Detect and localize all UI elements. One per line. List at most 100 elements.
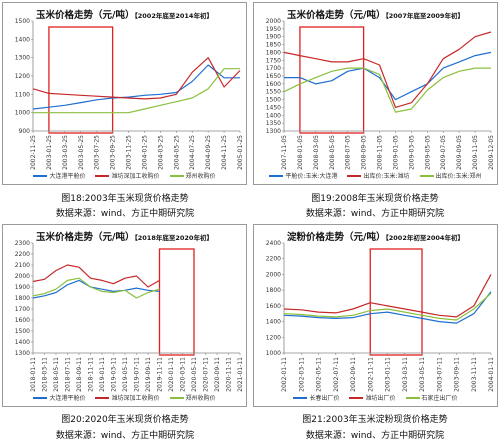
x-tick-label: 2003-11-11 [471,357,478,392]
y-tick-label: 1400 [15,339,30,346]
y-tick-label: 2000 [15,273,30,280]
chart-subtitle: 【2002年底至2014年初】 [134,12,213,20]
x-tick-label: 2009-03-05 [408,135,415,170]
y-tick-label: 2000 [266,271,281,278]
series-line [32,279,160,299]
x-tick-label: 2003-09-25 [110,135,117,170]
y-tick-label: 2300 [15,240,30,247]
figure-source: 数据来源：wind、方正中期研究院 [55,209,195,219]
figure-source: 数据来源：wind、方正中期研究院 [305,431,445,441]
series-line [32,64,240,110]
x-tick-label: 2004-01-11 [488,357,495,392]
y-tick-label: 2000 [266,18,281,25]
legend-item: 潍坊深加工收购价 [95,393,160,402]
y-tick-label: 1300 [266,128,281,135]
figure-caption: 图19:2008年玉米现货价格走势 [311,194,439,204]
x-tick-label: 2020-01-11 [168,357,175,392]
figure-caption: 图21:2003年玉米淀粉现货价格走势 [302,415,448,425]
series-line [283,274,492,318]
chart-title: 玉米价格走势（元/吨）【2007年底至2009年初】 [287,10,464,21]
y-tick-label: 2100 [15,262,30,269]
y-tick-label: 1950 [266,26,281,33]
x-tick-label: 2004-01-25 [141,135,148,170]
chart-panel-3: 玉米价格走势（元/吨）【2018年底至2020年初】 1300 1400 1500 1… [2,224,247,407]
chart-subtitle: 【2007年底至2009年初】 [385,12,464,20]
figure-source: 数据来源：wind、方正中期研究院 [55,431,195,441]
y-tick-label: 1400 [266,319,281,326]
x-tick-label: 2019-03-11 [111,357,118,392]
x-tick-label: 2002-11-11 [367,357,374,392]
y-tick-label: 1450 [266,104,281,111]
x-tick-label: 2002-05-11 [316,357,323,392]
highlight-box [369,248,423,356]
y-tick-label: 1800 [15,295,30,302]
chart-title: 玉米价格走势（元/吨）【2018年底至2020年初】 [36,232,213,243]
y-tick-label: 1400 [15,36,30,43]
series-line [283,291,492,324]
x-tick-label: 2020-03-11 [180,357,187,392]
y-tick-label: 1750 [266,57,281,64]
y-tick-label: 1300 [15,350,30,357]
chart-legend: 大连港平舱价 潍坊深加工收购价 郑州收购价 [3,393,246,402]
series-line [32,57,241,100]
chart-panel-2: 玉米价格走势（元/吨）【2007年底至2009年初】 1300 1350 1400 1… [253,2,498,185]
series-line [33,68,240,114]
x-tick-label: 2003-05-11 [419,357,426,392]
x-tick-label: 2009-09-05 [456,135,463,170]
highlight-box [158,248,195,356]
x-tick-label: 2003-01-11 [385,357,392,392]
y-tick-label: 1500 [15,328,30,335]
y-tick-label: 900 [19,128,31,135]
series-line [284,51,492,101]
legend-item: 潍坊出厂价 [349,393,396,402]
y-tick-label: 1200 [266,334,281,341]
x-tick-label: 2021-01-11 [237,357,244,392]
chart-3-plot: 1300 1400 1500 1600 1700 1800 1900 2000 2100 2200… [15,240,244,392]
x-tick-label: 2003-01-25 [46,135,53,170]
legend-item: 石家庄出厂价 [405,393,458,402]
x-tick-label: 2004-05-25 [173,135,180,170]
legend-item: 郑州收购价 [169,393,216,402]
y-tick-label: 1500 [15,18,30,25]
legend-item: 大连港平舱价 [33,171,85,180]
x-tick-label: 2020-11-11 [226,357,233,392]
chart-title: 淀粉价格走势（元/吨）【2002年初至2004年初】 [287,232,464,243]
y-tick-label: 1000 [15,110,30,117]
x-tick-label: 2008-09-05 [361,135,368,170]
y-tick-label: 1900 [15,284,30,291]
chart-2-plot: 1300135014001450150015501600165017001750… [266,18,495,170]
chart-subtitle: 【2002年初至2004年初】 [385,234,464,242]
y-tick-label: 1600 [15,317,30,324]
x-tick-label: 2003-05-25 [78,135,85,170]
x-tick-label: 2020-09-11 [214,357,221,392]
legend-item: 出库价:玉米:郑州 [419,171,482,180]
legend-item: 出库价:玉米:潍坊 [347,171,410,180]
chart-panel-4: 淀粉价格走势（元/吨）【2002年初至2004年初】 1000 1200 1400 1… [253,224,498,407]
x-tick-label: 2020-07-11 [203,357,210,392]
x-tick-label: 2019-05-11 [122,357,129,392]
figure-caption: 图20:2020年玉米现货价格走势 [61,415,189,425]
x-tick-label: 2020-05-11 [191,357,198,392]
y-tick-label: 1600 [266,81,281,88]
x-tick-label: 2004-03-25 [157,135,164,170]
x-tick-label: 2018-11-11 [88,357,95,392]
y-tick-label: 1350 [266,120,281,127]
legend-item: 平舱价:玉米:大连港 [269,171,337,180]
y-tick-label: 2200 [266,256,281,263]
chart-subtitle: 【2018年底至2020年初】 [134,234,213,242]
x-tick-label: 2002-07-11 [333,357,340,392]
x-tick-label: 2002-09-11 [350,357,357,392]
chart-4-plot: 1000 1200 1400 1600 1800 2000 2200 2400 2002-01-… [266,240,495,392]
x-tick-label: 2003-07-25 [94,135,101,170]
chart-legend: 大连港平舱价 潍坊深加工收购价 郑州收购价 [3,171,246,180]
x-tick-label: 2004-11-25 [221,135,228,170]
x-tick-label: 2003-07-11 [436,357,443,392]
series-line [283,31,492,108]
x-tick-label: 2018-07-11 [65,357,72,392]
chart-1-plot: 900 1000 1100 1200 1300 1400 1500 2002-11-25 200… [15,18,244,170]
x-tick-label: 2007-11-05 [281,135,288,170]
x-tick-label: 2009-07-05 [440,135,447,170]
x-tick-label: 2003-11-25 [126,135,133,170]
x-tick-label: 2003-03-11 [402,357,409,392]
series-line [32,277,160,299]
